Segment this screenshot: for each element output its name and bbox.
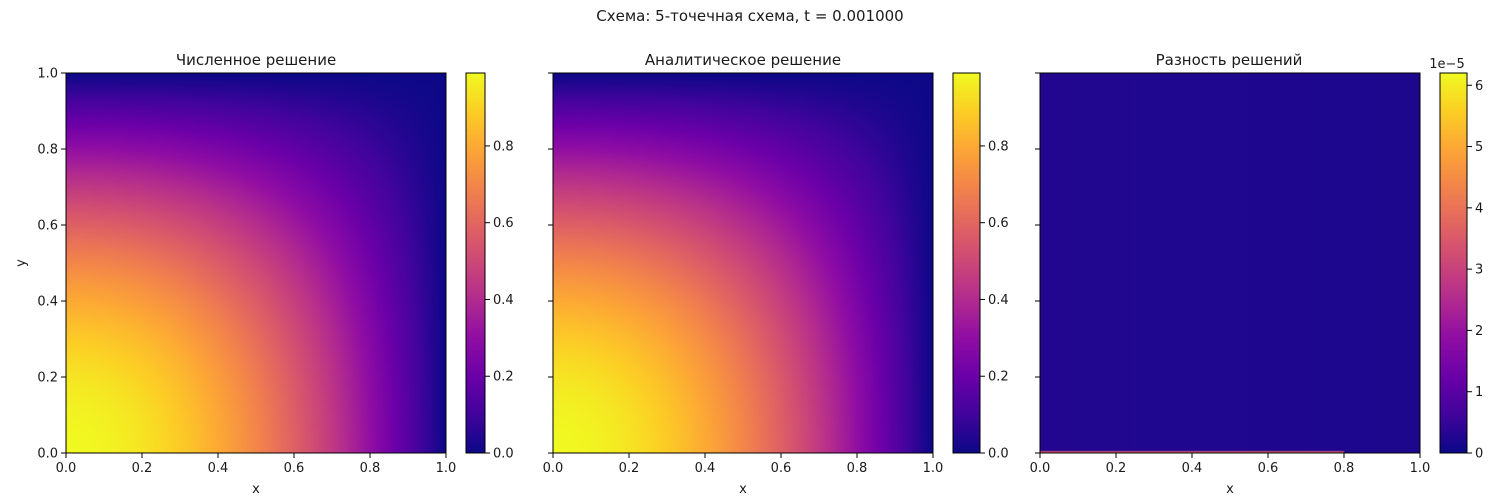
colorbar-tick-label: 4 — [1475, 201, 1483, 216]
colorbar-tick-label: 0.0 — [988, 447, 1009, 462]
x-ticks: 0.0 0.2 0.4 0.6 0.8 1.0 — [1030, 453, 1431, 476]
plot-frame — [552, 72, 934, 454]
panel-title: Численное решение — [176, 51, 336, 69]
x-axis-label: x — [1226, 482, 1234, 497]
x-tick-label: 0.6 — [771, 461, 792, 476]
x-ticks: 0.0 0.2 0.4 0.6 0.8 1.0 — [56, 453, 457, 476]
y-axis-label: y — [14, 259, 29, 267]
colorbar-frame — [465, 72, 486, 454]
x-tick-label: 0.4 — [695, 461, 716, 476]
colorbar-tick-label: 0.6 — [988, 216, 1009, 231]
colorbar-offset-label: 1e−5 — [1429, 57, 1464, 72]
plot-frame — [1039, 72, 1421, 454]
panel-title: Аналитическое решение — [645, 51, 841, 69]
y-tick-label: 0.4 — [37, 295, 58, 310]
colorbar-tick-label: 6 — [1475, 79, 1483, 94]
x-axis-label: x — [252, 482, 260, 497]
panel-analytical: Аналитическое решение 0.0 0.2 0.4 0.6 0.8 1.0… — [543, 51, 1009, 497]
x-tick-label: 1.0 — [1410, 461, 1431, 476]
x-tick-label: 0.4 — [208, 461, 229, 476]
colorbar-tick-label: 0.2 — [493, 370, 514, 385]
x-tick-label: 0.6 — [1258, 461, 1279, 476]
x-tick-label: 0.0 — [543, 461, 564, 476]
colorbar-frame — [1439, 72, 1468, 454]
y-tick-label: 0.8 — [37, 143, 58, 158]
y-ticks: 0.0 0.2 0.4 0.6 0.8 1.0 — [37, 67, 66, 462]
heatmap-image — [553, 73, 933, 453]
colorbar-tick-label: 0.4 — [493, 293, 514, 308]
x-tick-label: 0.2 — [132, 461, 153, 476]
heatmap-image — [66, 73, 446, 453]
colorbar-ticks: 0.0 0.2 0.4 0.6 0.8 — [485, 139, 514, 462]
x-tick-label: 0.0 — [1030, 461, 1051, 476]
x-tick-label: 1.0 — [923, 461, 944, 476]
y-ticks — [548, 72, 553, 454]
colorbar-tick-label: 5 — [1475, 140, 1483, 155]
y-tick-label: 1.0 — [37, 67, 58, 82]
y-tick-label: 0.2 — [37, 371, 58, 386]
x-tick-label: 0.2 — [619, 461, 640, 476]
x-axis-label: x — [739, 482, 747, 497]
x-tick-label: 0.0 — [56, 461, 77, 476]
x-tick-label: 0.6 — [284, 461, 305, 476]
panel-title: Разность решений — [1156, 51, 1303, 69]
panel-numerical: Численное решение 0.0 0.2 0.4 0.6 0.8 1.0 0.0… — [14, 51, 514, 497]
colorbar-tick-label: 0.2 — [988, 370, 1009, 385]
colorbar-tick-label: 0.8 — [493, 139, 514, 154]
heatmap-image — [1040, 73, 1420, 453]
colorbar-tick-label: 3 — [1475, 263, 1483, 278]
x-tick-label: 1.0 — [436, 461, 457, 476]
colorbar-image — [1440, 73, 1467, 453]
plot-frame — [65, 72, 447, 454]
x-tick-label: 0.4 — [1182, 461, 1203, 476]
y-tick-label: 0.6 — [37, 219, 58, 234]
colorbar-tick-label: 0.6 — [493, 216, 514, 231]
colorbar-tick-label: 0.4 — [988, 293, 1009, 308]
colorbar-tick-label: 0 — [1475, 447, 1483, 462]
x-tick-label: 0.2 — [1106, 461, 1127, 476]
x-tick-label: 0.8 — [360, 461, 381, 476]
panel-difference: Разность решений 0.0 0.2 0.4 0.6 0.8 1.0 x 0 1… — [1030, 51, 1484, 497]
colorbar-image — [466, 73, 485, 453]
colorbar-tick-label: 1 — [1475, 385, 1483, 400]
colorbar-tick-label: 0.0 — [493, 447, 514, 462]
colorbar-tick-label: 2 — [1475, 324, 1483, 339]
colorbar-frame — [952, 72, 981, 454]
suptitle: Схема: 5-точечная схема, t = 0.001000 — [596, 7, 903, 25]
colorbar-tick-label: 0.8 — [988, 139, 1009, 154]
colorbar-ticks: 0 1 2 3 4 5 6 — [1467, 79, 1483, 462]
x-ticks: 0.0 0.2 0.4 0.6 0.8 1.0 — [543, 453, 944, 476]
colorbar-image — [953, 73, 980, 453]
y-tick-label: 0.0 — [37, 447, 58, 462]
y-ticks — [1035, 72, 1040, 454]
x-tick-label: 0.8 — [847, 461, 868, 476]
colorbar-ticks: 0.0 0.2 0.4 0.6 0.8 — [980, 139, 1009, 462]
x-tick-label: 0.8 — [1334, 461, 1355, 476]
